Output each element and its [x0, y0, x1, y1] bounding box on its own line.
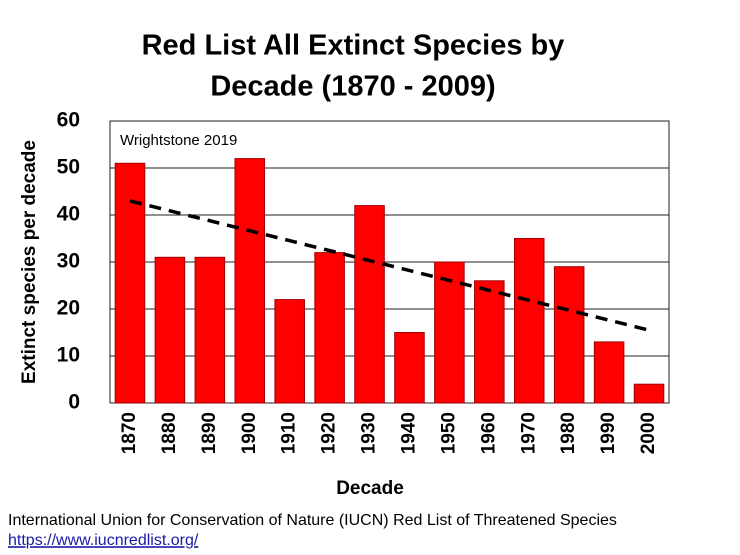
x-tick-label: 1940 [398, 412, 419, 454]
plot-border [109, 120, 670, 404]
chart-title: Red List All Extinct Species by [142, 30, 565, 62]
bar [474, 280, 505, 404]
chart-title: Decade (1870 - 2009) [210, 71, 495, 103]
trend-line [129, 199, 650, 332]
bar [394, 332, 425, 404]
bar [314, 252, 345, 404]
source-link[interactable]: https://www.iucnredlist.org/ [8, 532, 199, 549]
y-axis-label: Extinct species per decade [19, 140, 40, 384]
x-tick-label: 1970 [518, 412, 539, 454]
source: International Union for Conservation of … [8, 512, 617, 529]
x-tick-label: 1890 [199, 412, 220, 454]
bar [513, 238, 545, 404]
y-tick-label: 30 [57, 250, 80, 273]
x-tick-label: 2000 [638, 412, 659, 454]
y-tick-label: 50 [57, 156, 80, 179]
x-tick-label: 1950 [438, 412, 459, 454]
x-tick-label: 1960 [478, 412, 499, 454]
y-tick-label: 10 [57, 344, 80, 367]
bar [434, 261, 465, 404]
x-tick-label: 1990 [598, 412, 619, 454]
x-axis-label: Decade [336, 478, 404, 499]
x-tick-label: 1920 [319, 412, 340, 454]
y-tick-label: 20 [57, 297, 80, 320]
bar [553, 266, 585, 404]
x-tick-label: 1880 [159, 412, 180, 454]
y-tick-label: 60 [57, 109, 80, 132]
bar [154, 256, 186, 404]
bar [354, 205, 385, 404]
y-tick-label: 0 [68, 391, 80, 414]
x-tick-label: 1900 [239, 412, 260, 454]
x-tick-label: 1870 [119, 412, 140, 454]
bar [114, 162, 146, 404]
y-tick-label: 40 [57, 203, 80, 226]
bar [593, 341, 625, 404]
annotation: Wrightstone 2019 [120, 132, 237, 149]
x-tick-label: 1980 [558, 412, 579, 454]
bar [633, 383, 665, 404]
bar [194, 256, 226, 404]
x-tick-label: 1910 [279, 412, 300, 454]
bar [234, 158, 266, 404]
bar [274, 299, 305, 404]
x-tick-label: 1930 [359, 412, 380, 454]
